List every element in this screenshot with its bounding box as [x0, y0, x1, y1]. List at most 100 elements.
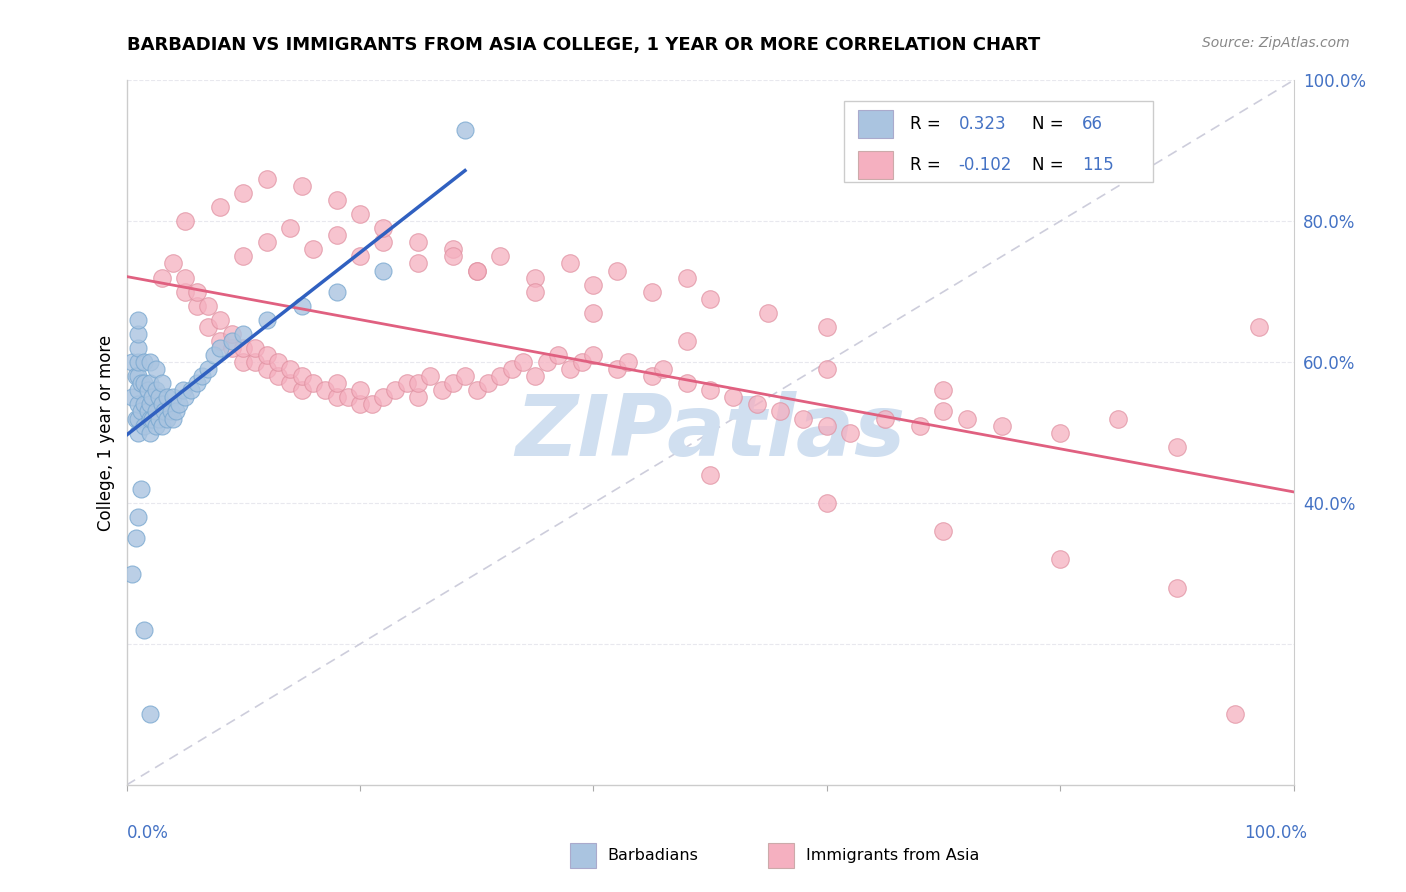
Point	[221, 341, 243, 355]
Point	[148, 391, 170, 405]
Point	[129, 482, 152, 496]
Point	[132, 418, 155, 433]
Point	[125, 532, 148, 546]
Text: Barbadians: Barbadians	[607, 848, 699, 863]
Point	[675, 270, 697, 285]
Point	[232, 250, 254, 264]
Point	[267, 355, 290, 369]
Text: R =: R =	[910, 115, 946, 133]
Point	[145, 384, 167, 398]
Point	[208, 341, 231, 355]
Point	[145, 418, 167, 433]
Text: N =: N =	[1032, 155, 1069, 174]
Point	[132, 376, 155, 391]
Point	[617, 355, 640, 369]
Point	[454, 122, 477, 136]
Point	[290, 178, 312, 194]
Point	[278, 221, 301, 235]
Text: BARBADIAN VS IMMIGRANTS FROM ASIA COLLEGE, 1 YEAR OR MORE CORRELATION CHART: BARBADIAN VS IMMIGRANTS FROM ASIA COLLEG…	[127, 36, 1040, 54]
Point	[243, 341, 266, 355]
Point	[489, 250, 512, 264]
Text: -0.102: -0.102	[959, 155, 1012, 174]
Point	[139, 425, 162, 440]
Point	[582, 348, 605, 362]
Point	[699, 467, 721, 482]
Bar	[858, 151, 893, 178]
Point	[125, 411, 148, 425]
Point	[256, 348, 278, 362]
Point	[501, 362, 523, 376]
Point	[419, 369, 441, 384]
Point	[815, 362, 838, 376]
Point	[174, 270, 197, 285]
Text: 115: 115	[1083, 155, 1114, 174]
Text: N =: N =	[1032, 115, 1069, 133]
Point	[641, 369, 664, 384]
Point	[477, 376, 499, 391]
Point	[191, 369, 214, 384]
Point	[373, 263, 395, 277]
Point	[156, 391, 179, 405]
Point	[641, 285, 664, 299]
Point	[156, 411, 179, 425]
Point	[360, 397, 382, 411]
Point	[384, 384, 406, 398]
Point	[139, 397, 162, 411]
Point	[125, 369, 148, 384]
Point	[745, 397, 768, 411]
Point	[141, 391, 163, 405]
Point	[121, 391, 143, 405]
Point	[139, 376, 162, 391]
Point	[278, 376, 301, 391]
Point	[1223, 707, 1246, 722]
Point	[839, 425, 862, 440]
Point	[127, 369, 149, 384]
Point	[132, 397, 155, 411]
Point	[127, 425, 149, 440]
Point	[290, 369, 312, 384]
Point	[769, 404, 792, 418]
Point	[132, 355, 155, 369]
Point	[408, 256, 430, 270]
Point	[571, 355, 593, 369]
Point	[325, 193, 347, 207]
Point	[1049, 552, 1071, 566]
Point	[208, 334, 231, 348]
Point	[547, 348, 569, 362]
Point	[278, 362, 301, 376]
Point	[127, 313, 149, 327]
Point	[150, 270, 173, 285]
Point	[145, 362, 167, 376]
Point	[150, 397, 173, 411]
Point	[153, 404, 176, 418]
Point	[1166, 440, 1188, 454]
Point	[232, 186, 254, 200]
Point	[349, 384, 371, 398]
Point	[145, 404, 167, 418]
Point	[232, 326, 254, 341]
Point	[162, 411, 184, 425]
Point	[136, 404, 159, 418]
Text: Source: ZipAtlas.com: Source: ZipAtlas.com	[1202, 36, 1350, 50]
Point	[174, 285, 197, 299]
Point	[699, 292, 721, 306]
Bar	[858, 110, 893, 138]
Point	[256, 362, 278, 376]
Point	[174, 391, 197, 405]
Point	[232, 341, 254, 355]
Point	[121, 355, 143, 369]
Text: 0.0%: 0.0%	[127, 824, 169, 842]
Point	[536, 355, 558, 369]
Point	[139, 411, 162, 425]
Point	[150, 376, 173, 391]
Point	[208, 313, 231, 327]
Point	[139, 707, 162, 722]
Point	[256, 172, 278, 186]
Point	[256, 313, 278, 327]
Point	[815, 320, 838, 334]
Point	[1247, 320, 1270, 334]
Point	[675, 376, 697, 391]
Point	[162, 391, 184, 405]
Point	[337, 391, 360, 405]
Point	[558, 256, 581, 270]
